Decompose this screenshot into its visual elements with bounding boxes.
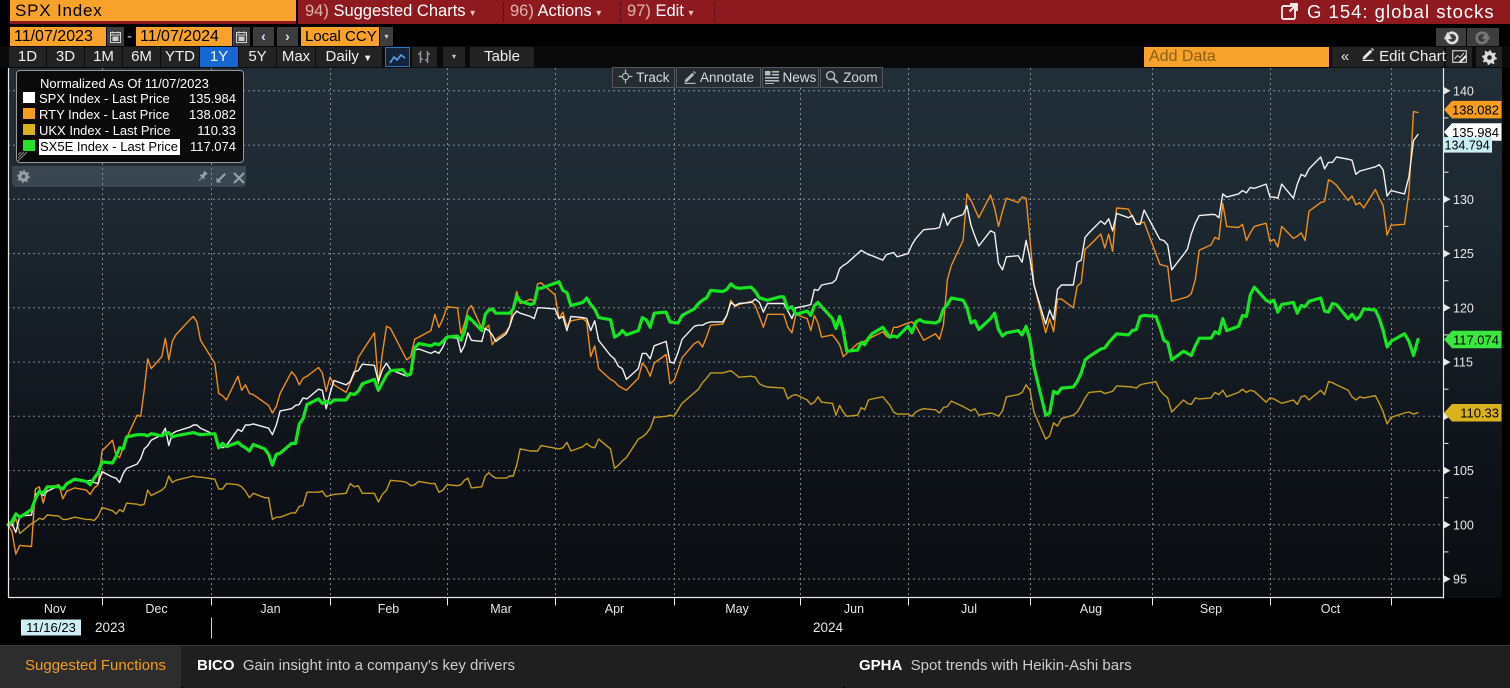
svg-text:Dec: Dec: [145, 602, 167, 616]
svg-text:134.794: 134.794: [1445, 139, 1490, 153]
svg-text:Jul: Jul: [961, 602, 977, 616]
svg-text:Oct: Oct: [1321, 602, 1341, 616]
svg-text:115: 115: [1453, 356, 1473, 370]
svg-text:2023: 2023: [95, 620, 125, 635]
svg-text:Aug: Aug: [1080, 602, 1102, 616]
svg-text:Jan: Jan: [260, 602, 280, 616]
svg-text:Feb: Feb: [378, 602, 400, 616]
svg-text:105: 105: [1453, 464, 1474, 478]
svg-text:120: 120: [1453, 301, 1474, 315]
svg-text:Mar: Mar: [490, 602, 512, 616]
svg-text:125: 125: [1453, 247, 1474, 261]
svg-text:Apr: Apr: [605, 602, 624, 616]
svg-text:Nov: Nov: [44, 602, 67, 616]
svg-text:110.33: 110.33: [1460, 406, 1499, 421]
svg-text:2024: 2024: [813, 620, 844, 635]
svg-text:Sep: Sep: [1200, 602, 1222, 616]
svg-text:100: 100: [1453, 518, 1474, 532]
svg-text:May: May: [725, 602, 749, 616]
svg-text:140: 140: [1453, 84, 1474, 98]
svg-text:117.074: 117.074: [1453, 332, 1499, 347]
svg-text:Jun: Jun: [844, 602, 864, 616]
svg-text:135.984: 135.984: [1452, 125, 1499, 140]
svg-text:138.082: 138.082: [1452, 102, 1499, 117]
svg-text:95: 95: [1453, 573, 1467, 587]
svg-text:11/16/23: 11/16/23: [26, 620, 76, 635]
svg-text:130: 130: [1453, 193, 1474, 207]
